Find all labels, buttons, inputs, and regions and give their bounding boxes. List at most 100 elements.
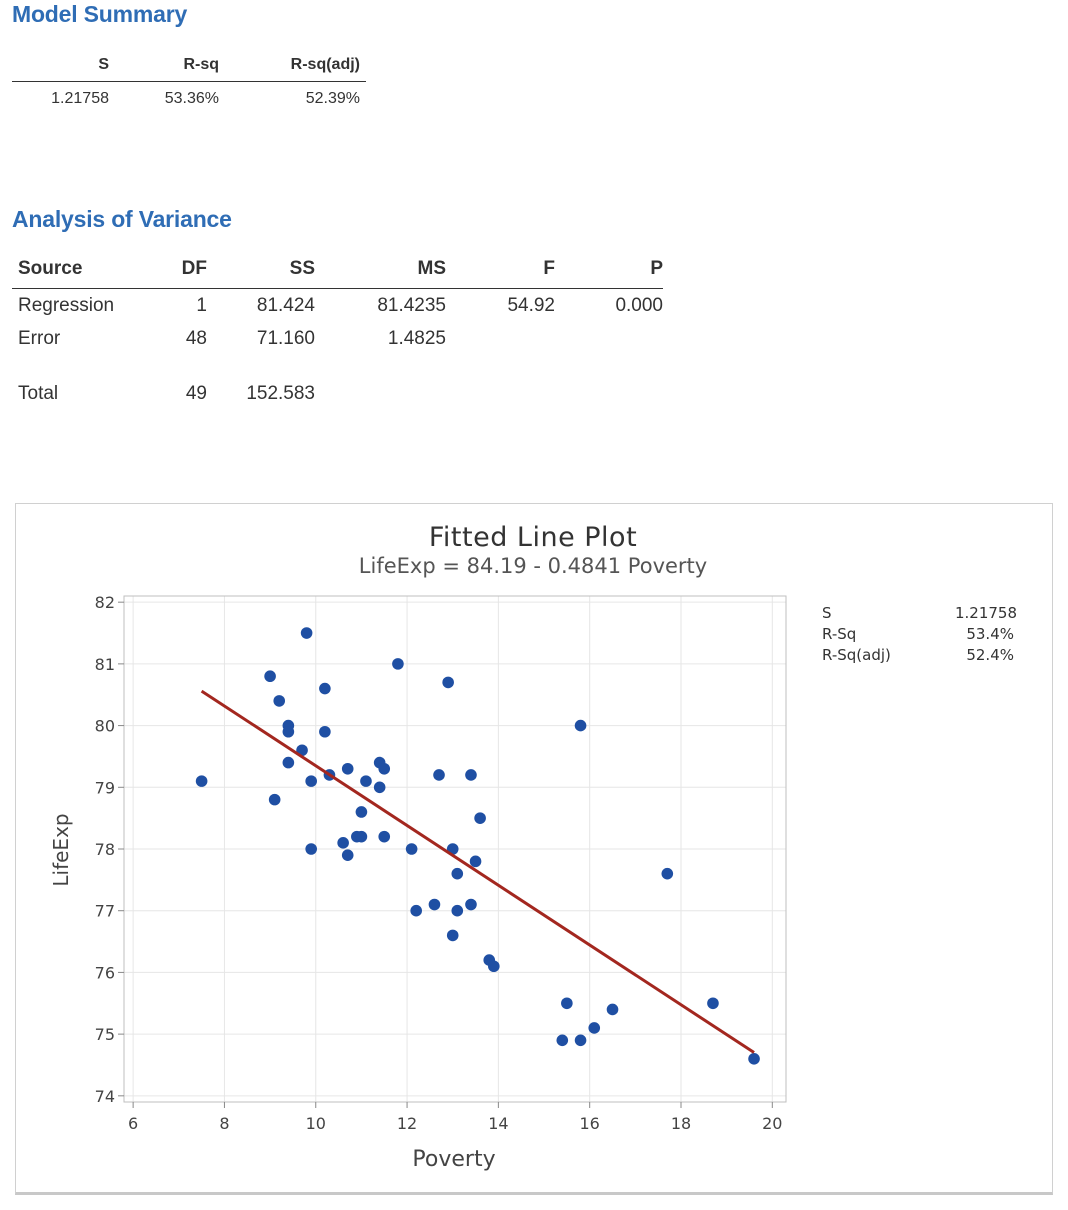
anova-cell: Total bbox=[18, 382, 59, 404]
anova-header-ss: SS bbox=[207, 255, 315, 289]
anova-cell: Regression bbox=[18, 294, 115, 316]
axis-ticks: 6 8 10 12 14 16 18 20 74 75 76 77 78 79 80 81 82 bbox=[95, 593, 783, 1133]
data-point bbox=[574, 719, 587, 732]
table-row: Regression 1 81.424 81.4235 54.92 0.000 bbox=[12, 289, 663, 323]
data-points bbox=[195, 627, 760, 1065]
data-point bbox=[469, 855, 482, 868]
data-point bbox=[282, 725, 295, 738]
legend-label-rsq-adj: R-Sq(adj) bbox=[822, 646, 891, 664]
x-tick-label: 14 bbox=[488, 1114, 508, 1133]
anova-header-df: DF bbox=[161, 255, 207, 289]
x-tick-label: 16 bbox=[580, 1114, 600, 1133]
stats-legend: S R-Sq R-Sq(adj) 1.21758 53.4% 52.4% bbox=[822, 604, 1017, 664]
anova-cell: 152.583 bbox=[246, 382, 315, 404]
ms-value-rsq-adj: 52.39% bbox=[305, 90, 360, 107]
anova-cell bbox=[446, 377, 555, 410]
legend-value-rsq: 53.4% bbox=[966, 625, 1014, 643]
anova-cell: 48 bbox=[185, 327, 207, 349]
y-tick-label: 81 bbox=[95, 655, 115, 674]
y-tick-label: 79 bbox=[95, 778, 115, 797]
anova-cell bbox=[555, 377, 663, 410]
anova-cell bbox=[315, 377, 446, 410]
data-point bbox=[341, 849, 354, 861]
data-point bbox=[451, 904, 464, 917]
table-row: Error 48 71.160 1.4825 bbox=[12, 322, 663, 355]
ms-value-s: 1.21758 bbox=[51, 90, 109, 107]
ms-header-rsq-adj: R-sq(adj) bbox=[225, 52, 366, 82]
data-point bbox=[446, 929, 459, 942]
data-point bbox=[465, 898, 477, 911]
x-axis-label: Poverty bbox=[412, 1147, 495, 1172]
anova-header-f: F bbox=[446, 255, 555, 289]
data-point bbox=[442, 676, 454, 689]
anova-header-source: Source bbox=[12, 255, 161, 289]
anova-cell: 0.000 bbox=[615, 294, 663, 316]
y-tick-label: 75 bbox=[95, 1025, 115, 1044]
anova-table: Source DF SS MS F P Regression 1 81.424 … bbox=[12, 255, 663, 410]
anova-cell: Error bbox=[18, 327, 61, 349]
data-point bbox=[264, 670, 276, 683]
data-point bbox=[488, 960, 500, 973]
x-tick-label: 6 bbox=[128, 1114, 138, 1133]
data-point bbox=[341, 762, 354, 775]
data-point bbox=[319, 725, 331, 738]
legend-value-s: 1.21758 bbox=[955, 604, 1017, 622]
chart-title: Fitted Line Plot bbox=[429, 522, 637, 553]
y-tick-label: 76 bbox=[95, 963, 115, 982]
anova-cell: 1.4825 bbox=[387, 327, 446, 349]
table-row: Total 49 152.583 bbox=[12, 377, 663, 410]
data-point bbox=[392, 658, 404, 670]
data-point bbox=[451, 867, 464, 880]
data-point bbox=[305, 775, 317, 787]
ms-header-s: S bbox=[12, 52, 115, 82]
y-tick-label: 77 bbox=[95, 902, 115, 921]
data-point bbox=[319, 682, 331, 695]
data-point bbox=[588, 1022, 601, 1034]
legend-value-rsq-adj: 52.4% bbox=[966, 646, 1014, 664]
table-row: 1.21758 53.36% 52.39% bbox=[12, 82, 366, 111]
data-point bbox=[282, 756, 295, 769]
anova-cell: 71.160 bbox=[256, 327, 315, 349]
x-tick-label: 20 bbox=[762, 1114, 782, 1133]
data-point bbox=[337, 837, 349, 849]
data-point bbox=[465, 769, 477, 781]
x-tick-label: 10 bbox=[306, 1114, 326, 1133]
legend-label-s: S bbox=[822, 604, 832, 622]
y-tick-label: 82 bbox=[95, 593, 115, 612]
data-point bbox=[428, 898, 441, 911]
data-point bbox=[273, 695, 286, 707]
data-point bbox=[355, 806, 368, 818]
y-tick-label: 80 bbox=[95, 717, 115, 736]
anova-cell: 81.4235 bbox=[377, 294, 446, 316]
data-point bbox=[561, 997, 573, 1010]
x-tick-label: 12 bbox=[397, 1114, 417, 1133]
fitted-line-plot: Fitted Line Plot LifeExp = 84.19 - 0.484… bbox=[15, 503, 1053, 1195]
data-point bbox=[606, 1003, 619, 1016]
fitted-line-plot-svg: Fitted Line Plot LifeExp = 84.19 - 0.484… bbox=[49, 522, 1017, 1172]
fit-line-group bbox=[200, 689, 755, 1054]
data-point bbox=[405, 843, 418, 855]
data-point bbox=[410, 904, 422, 917]
data-point bbox=[707, 997, 719, 1010]
chart-subtitle: LifeExp = 84.19 - 0.4841 Poverty bbox=[359, 554, 707, 578]
anova-title: Analysis of Variance bbox=[12, 206, 232, 232]
anova-cell bbox=[555, 322, 663, 355]
legend-label-rsq: R-Sq bbox=[822, 625, 856, 643]
anova-cell: 49 bbox=[185, 382, 207, 404]
anova-cell: 1 bbox=[196, 294, 207, 316]
anova-header-p: P bbox=[555, 255, 663, 289]
data-point bbox=[268, 793, 281, 806]
data-point bbox=[195, 775, 208, 787]
y-axis-label: LifeExp bbox=[49, 813, 73, 886]
x-tick-label: 8 bbox=[219, 1114, 229, 1133]
ms-value-rsq: 53.36% bbox=[164, 90, 219, 107]
data-point bbox=[474, 812, 486, 824]
data-point bbox=[355, 830, 368, 843]
anova-cell bbox=[446, 322, 555, 355]
anova-cell: 81.424 bbox=[256, 294, 315, 316]
data-point bbox=[378, 830, 391, 843]
x-tick-label: 18 bbox=[671, 1114, 691, 1133]
anova-header-ms: MS bbox=[315, 255, 446, 289]
fit-line bbox=[200, 689, 755, 1054]
data-point bbox=[661, 867, 674, 880]
